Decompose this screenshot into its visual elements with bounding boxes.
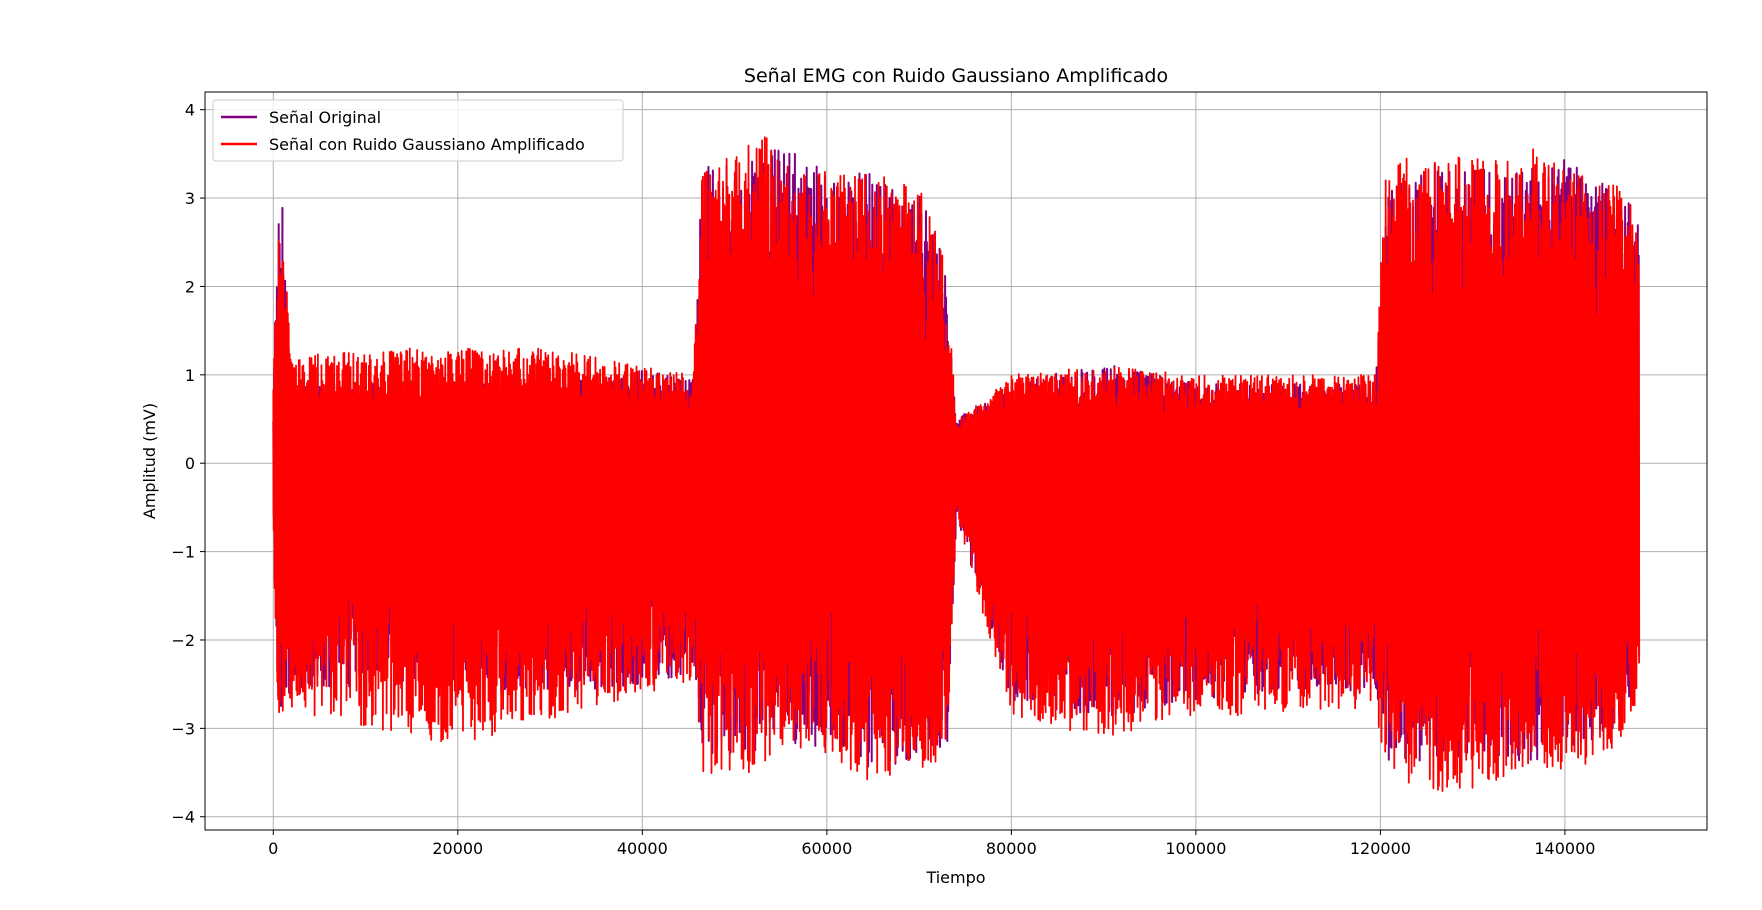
y-tick-label: 3 bbox=[185, 189, 195, 208]
y-tick-label: −4 bbox=[171, 808, 195, 827]
x-axis-ticks: 0 20000 40000 60000 80000 100000 120000 140000 bbox=[268, 830, 1595, 858]
series-band-noisy bbox=[273, 322, 1639, 603]
series-layer bbox=[272, 136, 1641, 792]
y-tick-label: 1 bbox=[185, 366, 195, 385]
y-tick-label: 0 bbox=[185, 454, 195, 473]
y-tick-label: −1 bbox=[171, 543, 195, 562]
plot-series-group bbox=[272, 136, 1641, 792]
x-tick-label: 140000 bbox=[1534, 839, 1595, 858]
plot-frame bbox=[204, 91, 1708, 831]
y-tick-label: 2 bbox=[185, 277, 195, 296]
x-tick-label: 0 bbox=[268, 839, 278, 858]
x-tick-label: 100000 bbox=[1165, 839, 1226, 858]
x-tick-label: 80000 bbox=[986, 839, 1037, 858]
x-axis-label: Tiempo bbox=[925, 868, 985, 887]
y-tick-label: 4 bbox=[185, 101, 195, 120]
chart-title: Señal EMG con Ruido Gaussiano Amplificad… bbox=[744, 65, 1168, 87]
legend-box bbox=[212, 99, 624, 162]
x-tick-label: 60000 bbox=[801, 839, 852, 858]
y-axis-label: Amplitud (mV) bbox=[140, 403, 159, 519]
y-axis-ticks: −4 −3 −2 −1 0 1 2 3 4 bbox=[171, 101, 205, 827]
x-tick-label: 20000 bbox=[432, 839, 483, 858]
y-tick-label: −2 bbox=[171, 631, 195, 650]
legend: Señal Original Señal con Ruido Gaussiano… bbox=[212, 99, 624, 162]
x-tick-label: 120000 bbox=[1350, 839, 1411, 858]
x-tick-label: 40000 bbox=[617, 839, 668, 858]
legend-label-original: Señal Original bbox=[269, 108, 381, 127]
legend-label-noisy: Señal con Ruido Gaussiano Amplificado bbox=[269, 135, 585, 154]
y-tick-label: −3 bbox=[171, 719, 195, 738]
